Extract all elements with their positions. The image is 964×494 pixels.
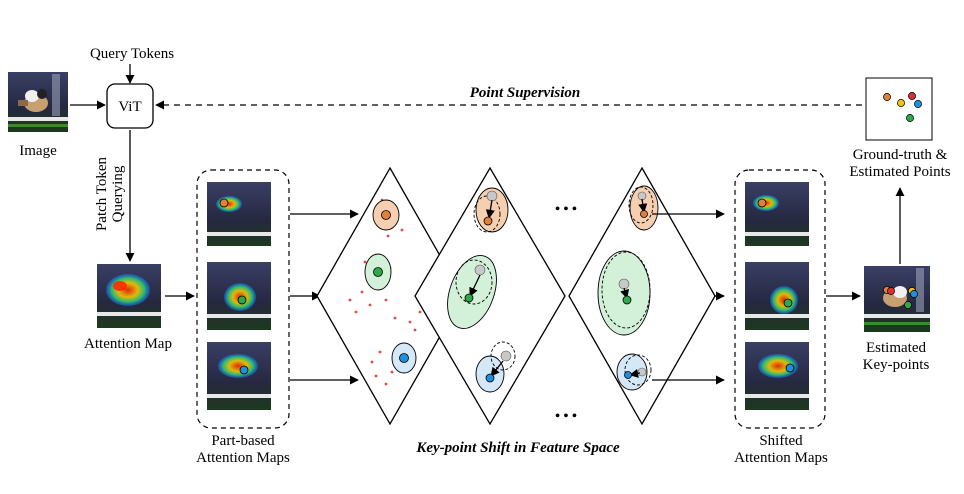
ground-truth-points-box [865, 77, 933, 141]
feature-space-diamond-3 [568, 166, 716, 426]
shifted-group-box [734, 169, 826, 429]
part-map-blue [207, 342, 271, 410]
input-image [8, 72, 68, 132]
blue-point [239, 365, 249, 375]
vit-box [106, 83, 154, 129]
shifted-label-2: Attention Maps [734, 450, 828, 466]
image-label: Image [19, 143, 57, 159]
part-based-group-box [196, 169, 290, 429]
gt-label-2: Estimated Points [849, 164, 950, 180]
part-map-orange [207, 182, 271, 246]
shifted-map-blue [745, 342, 809, 410]
shifted-map-green [745, 262, 809, 330]
feature-space-diamond-1 [316, 166, 464, 426]
attention-map-image [97, 264, 161, 328]
estimated-label-1: Estimated [866, 340, 926, 356]
attention-map-label: Attention Map [84, 336, 172, 352]
ellipsis-top: • • • [555, 202, 577, 217]
patch-token-label-1: Patch Token [94, 156, 110, 231]
vit-label: ViT [118, 99, 141, 115]
feature-space-diamond-2 [414, 166, 566, 426]
keypoint-shift-label: Key-point Shift in Feature Space [415, 440, 620, 456]
estimated-label-2: Key-points [863, 357, 930, 373]
point-supervision-label: Point Supervision [470, 85, 580, 101]
ellipsis-bottom: • • • [555, 409, 577, 424]
gt-label-1: Ground-truth & [853, 147, 948, 163]
patch-token-label-2: Querying [110, 165, 126, 222]
estimated-keypoints-image [864, 266, 930, 332]
shifted-map-orange [745, 182, 809, 246]
shifted-label-1: Shifted [759, 433, 803, 449]
green-point [237, 295, 247, 305]
orange-point [219, 198, 229, 208]
part-map-green [207, 262, 271, 330]
query-tokens-label: Query Tokens [90, 46, 174, 62]
part-based-label-2: Attention Maps [196, 450, 290, 466]
part-based-label-1: Part-based [211, 433, 275, 449]
